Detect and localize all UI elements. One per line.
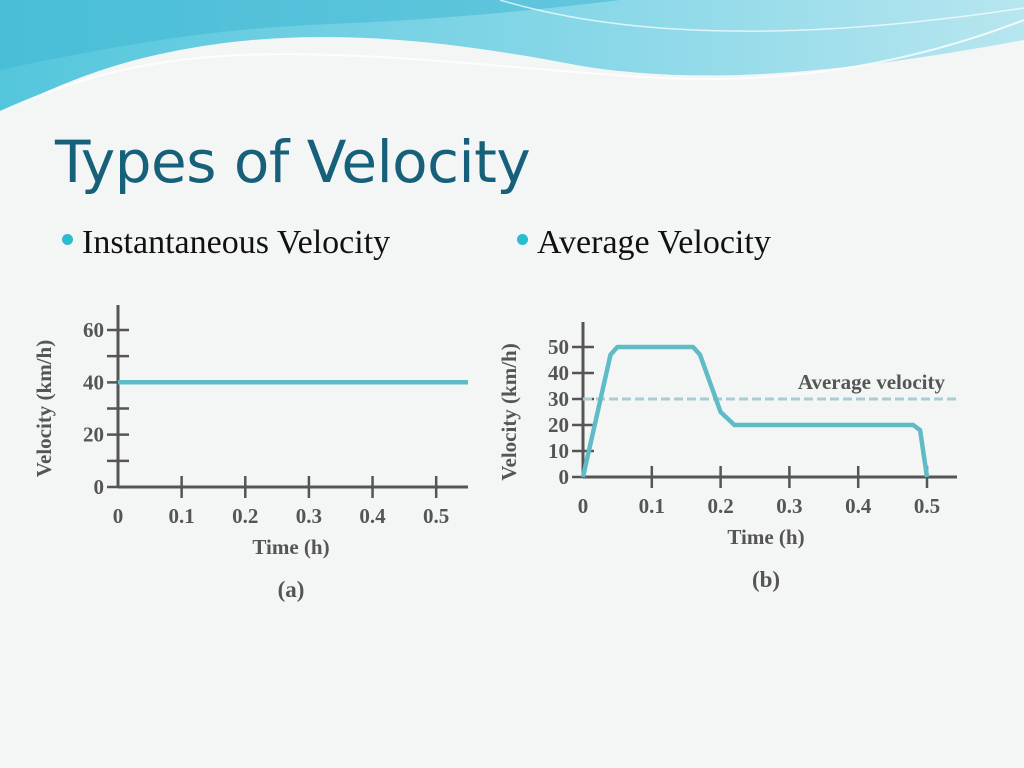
bullet-dot-icon (517, 233, 528, 245)
header-wave-decoration (0, 0, 1024, 113)
x-axis-label: Time (h) (727, 525, 804, 549)
average-velocity-label: Average velocity (798, 370, 946, 394)
y-tick-label: 0 (559, 465, 570, 489)
slide-title: Types of Velocity (55, 128, 531, 196)
y-tick-label: 40 (548, 361, 569, 385)
x-tick-label: 0.3 (296, 504, 322, 528)
x-tick-label: 0.2 (707, 494, 733, 518)
x-tick-label: 0.1 (639, 494, 665, 518)
y-tick-label: 0 (94, 475, 105, 499)
y-tick-label: 50 (548, 335, 569, 359)
y-tick-label: 10 (548, 439, 569, 463)
y-axis-label: Velocity (km/h) (497, 343, 521, 480)
bullet-dot-icon (62, 233, 73, 245)
x-tick-label: 0.5 (914, 494, 940, 518)
bullet-text: Average Velocity (537, 224, 771, 261)
y-tick-label: 60 (83, 318, 104, 342)
y-tick-label: 20 (548, 413, 569, 437)
x-tick-label: 0.1 (169, 504, 195, 528)
x-tick-label: 0.2 (232, 504, 258, 528)
bullet-text: Instantaneous Velocity (82, 224, 391, 261)
bullet-average-velocity: Average Velocity (517, 224, 771, 262)
x-tick-label: 0 (578, 494, 589, 518)
y-tick-label: 30 (548, 387, 569, 411)
x-tick-label: 0 (113, 504, 124, 528)
x-tick-label: 0.5 (423, 504, 449, 528)
chart-caption: (a) (278, 577, 305, 602)
chart-caption: (b) (752, 567, 780, 592)
y-tick-label: 40 (83, 370, 104, 394)
x-tick-label: 0.3 (776, 494, 802, 518)
chart-instantaneous-velocity: 0 20 40 60 0 0.1 0.2 0.3 0.4 0.5 Time (h) Velocity … (32, 305, 468, 602)
y-tick-label: 20 (83, 423, 104, 447)
velocity-curve (580, 344, 930, 478)
x-tick-label: 0.4 (359, 504, 386, 528)
x-axis-label: Time (h) (252, 535, 329, 559)
y-axis-label: Velocity (km/h) (32, 340, 56, 477)
bullet-instantaneous-velocity: Instantaneous Velocity (62, 224, 390, 262)
x-tick-label: 0.4 (845, 494, 872, 518)
